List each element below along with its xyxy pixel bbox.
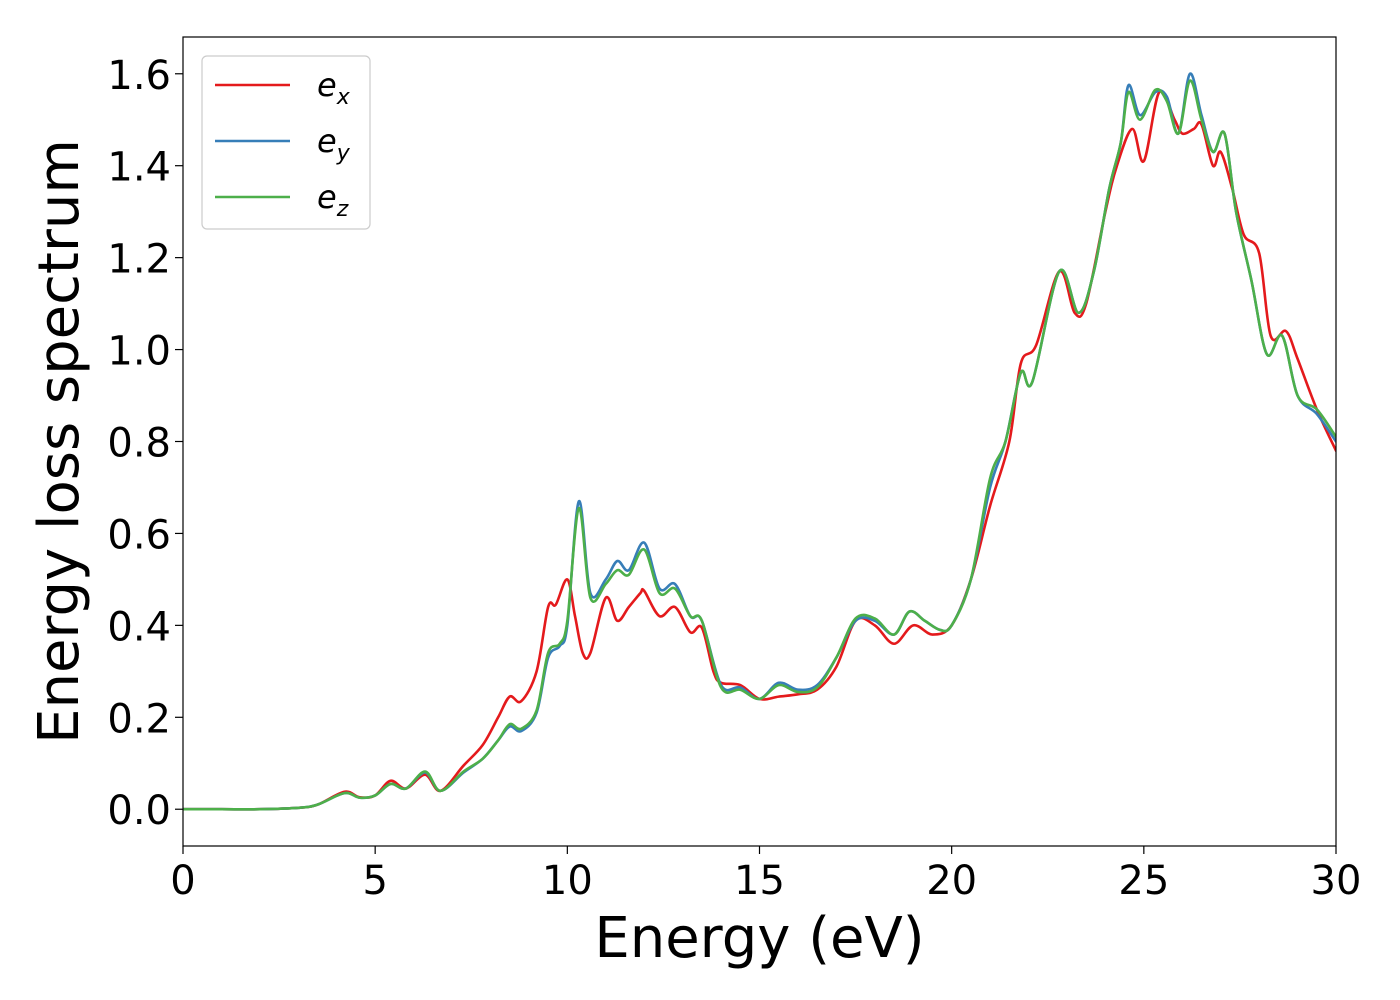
series-lines — [183, 72, 1336, 811]
x-axis-label: Energy (eV) — [594, 906, 924, 971]
legend-label-x: ex — [317, 66, 351, 110]
x-axis-ticks: 0 5 10 15 20 25 30 — [170, 846, 1361, 904]
series-line-x — [183, 89, 1336, 811]
legend: ex ey ez — [201, 55, 371, 230]
y-tick-label: 0.0 — [107, 788, 171, 834]
x-tick-label: 5 — [362, 858, 387, 904]
series-line-z — [183, 79, 1336, 811]
x-tick-label: 0 — [170, 858, 195, 904]
y-tick-label: 1.6 — [107, 53, 171, 99]
y-tick-label: 1.0 — [107, 329, 171, 375]
y-tick-label: 0.6 — [107, 512, 171, 558]
legend-box — [201, 55, 371, 230]
y-tick-label: 1.4 — [107, 145, 171, 191]
x-tick-label: 30 — [1311, 858, 1362, 904]
y-tick-label: 0.2 — [107, 696, 171, 742]
y-axis-label: Energy loss spectrum — [27, 139, 92, 744]
x-tick-label: 15 — [734, 858, 785, 904]
y-tick-label: 1.2 — [107, 237, 171, 283]
y-tick-label: 0.8 — [107, 421, 171, 467]
x-tick-label: 20 — [926, 858, 977, 904]
y-axis-ticks: 0.0 0.2 0.4 0.6 0.8 1.0 1.2 1.4 1.6 — [107, 53, 183, 834]
x-tick-label: 25 — [1118, 858, 1169, 904]
x-tick-label: 10 — [542, 858, 593, 904]
y-tick-label: 0.4 — [107, 604, 171, 650]
legend-label-y: ey — [317, 122, 351, 166]
legend-label-z: ez — [317, 178, 349, 222]
